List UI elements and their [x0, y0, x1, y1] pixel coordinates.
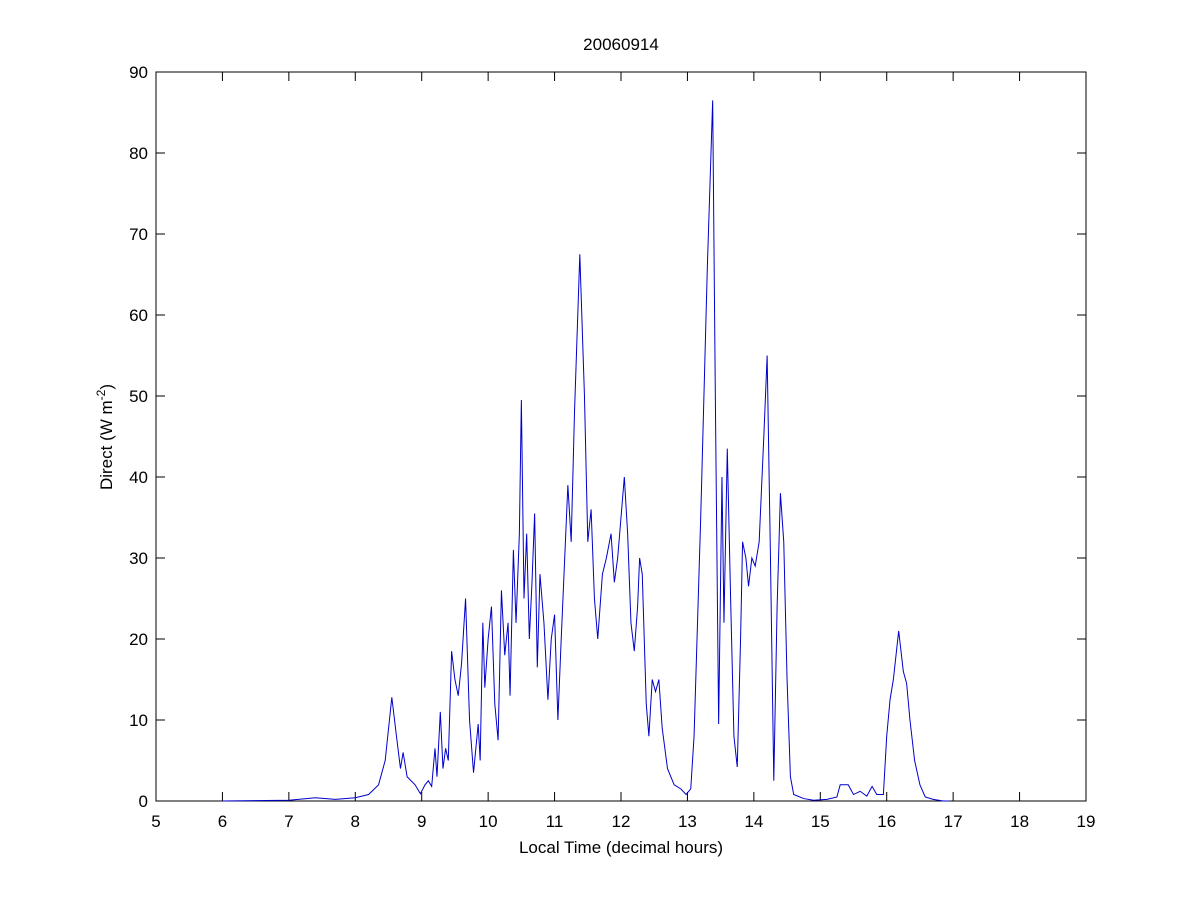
x-tick-label: 7: [284, 812, 293, 831]
x-tick-label: 19: [1077, 812, 1096, 831]
x-axis-label: Local Time (decimal hours): [519, 838, 723, 857]
y-tick-label: 30: [129, 549, 148, 568]
y-tick-label: 50: [129, 387, 148, 406]
x-tick-label: 5: [151, 812, 160, 831]
chart-title: 20060914: [583, 35, 659, 54]
y-tick-label: 90: [129, 63, 148, 82]
y-tick-label: 10: [129, 711, 148, 730]
x-tick-label: 10: [479, 812, 498, 831]
y-tick-label: 60: [129, 306, 148, 325]
y-axis-label: Direct (W m-2): [94, 384, 116, 490]
y-tick-label: 20: [129, 630, 148, 649]
x-tick-label: 12: [612, 812, 631, 831]
y-tick-label: 0: [139, 792, 148, 811]
x-tick-label: 6: [218, 812, 227, 831]
x-tick-label: 17: [944, 812, 963, 831]
data-line: [222, 100, 950, 802]
y-tick-label: 80: [129, 144, 148, 163]
x-tick-label: 15: [811, 812, 830, 831]
x-tick-label: 11: [546, 812, 564, 831]
y-axis-label-end: ): [97, 384, 116, 390]
y-axis-label-text: Direct (W m: [97, 400, 116, 490]
x-tick-label: 18: [1010, 812, 1029, 831]
x-tick-label: 14: [744, 812, 763, 831]
y-tick-label: 40: [129, 468, 148, 487]
y-axis-label-sup: -2: [94, 389, 108, 400]
x-tick-label: 13: [678, 812, 697, 831]
x-tick-label: 9: [417, 812, 426, 831]
x-tick-label: 8: [351, 812, 360, 831]
y-tick-label: 70: [129, 225, 148, 244]
x-tick-label: 16: [877, 812, 896, 831]
